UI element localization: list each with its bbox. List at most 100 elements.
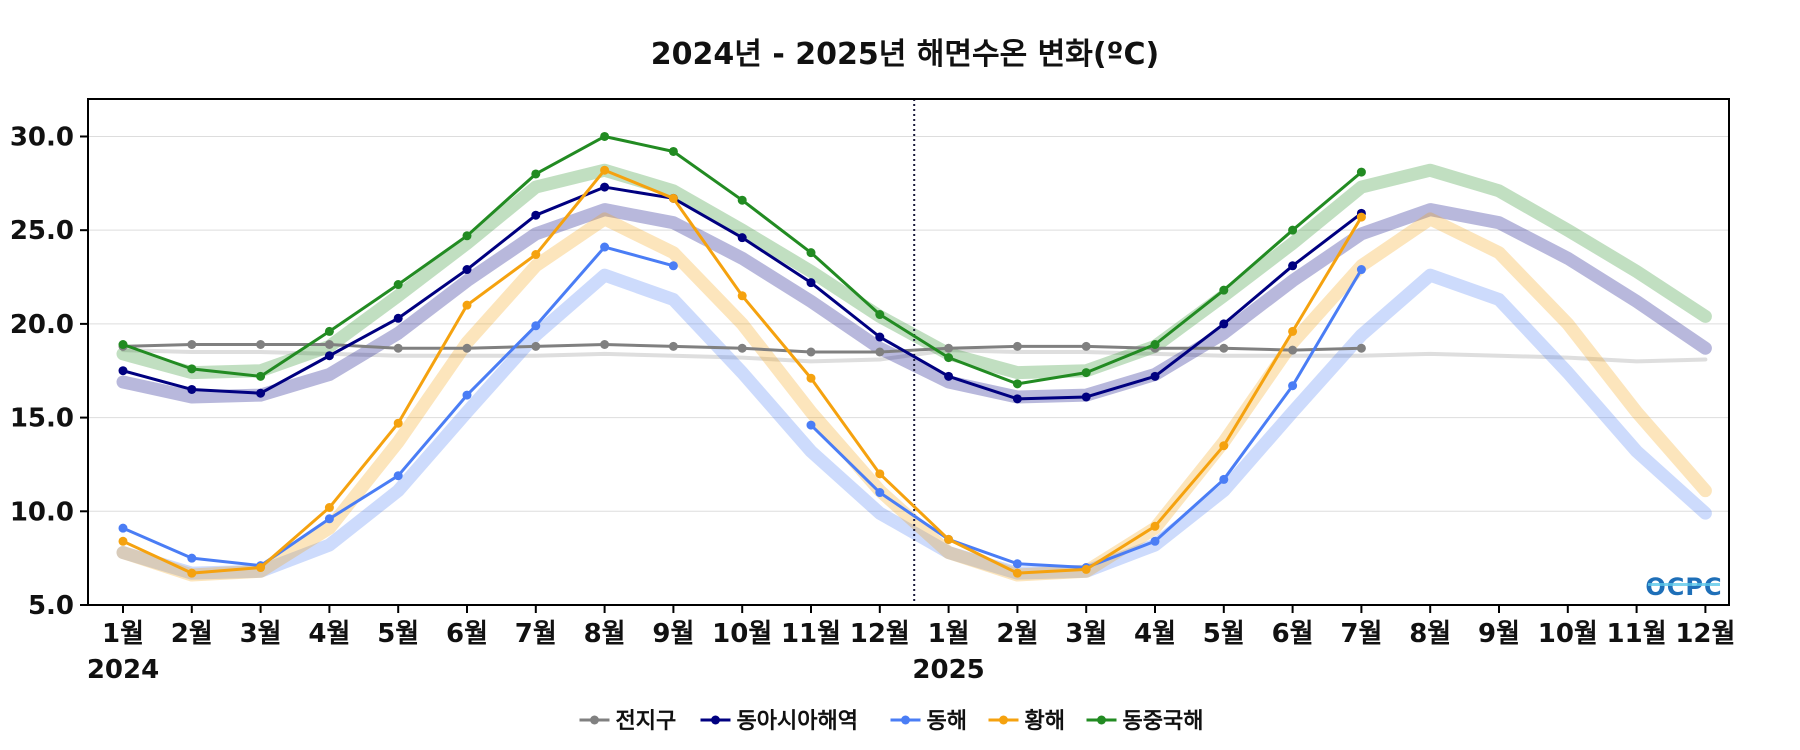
data-point [324,351,334,361]
data-point [737,195,747,205]
data-point [600,242,610,252]
data-point [462,390,472,400]
data-point [668,341,678,351]
x-tick-label: 11월 [781,619,841,649]
data-point [668,146,678,156]
y-tick-label: 30.0 [10,122,74,152]
data-point [324,503,334,513]
logo-wave [1648,583,1720,586]
data-point [944,371,954,381]
data-point [806,420,816,430]
x-tick-label: 9월 [1478,619,1520,649]
y-tick-label: 20.0 [10,310,74,340]
data-point [531,321,541,331]
data-point [187,364,197,374]
data-point [531,341,541,351]
data-point [600,131,610,141]
data-point [462,231,472,241]
data-point [256,563,266,573]
x-tick-label: 5월 [1203,619,1245,649]
x-tick-label: 6월 [446,619,488,649]
legend-item-황해: 황해 [988,709,1065,734]
x-tick-label: 9월 [652,619,694,649]
data-point [875,347,885,357]
data-point [1219,343,1229,353]
ocpc-logo: OCPC [1645,573,1722,601]
legend-label: 동아시아해역 [737,709,858,734]
data-point [393,471,403,481]
y-tick-label: 10.0 [10,497,74,527]
series-동중국해 [118,131,1366,389]
data-point [1081,368,1091,378]
legend-swatch-marker [590,715,599,725]
x-tick-label: 7월 [515,619,557,649]
data-point [1288,381,1298,391]
x-tick-label: 1월 [102,619,144,649]
climatology-band [116,268,1712,580]
data-point [531,169,541,179]
legend-swatch-marker [901,715,910,725]
data-point [1012,568,1022,578]
x-tick-label: 10월 [1538,619,1598,649]
legend-label: 동중국해 [1123,709,1204,734]
legend-swatch-marker [999,715,1008,725]
legend-item-동아시아해역: 동아시아해역 [700,709,858,734]
data-point [1150,340,1160,350]
data-point [737,291,747,301]
data-point [187,340,197,350]
data-point [806,278,816,288]
data-point [1356,343,1366,353]
data-point [531,210,541,220]
data-point [875,310,885,320]
data-point [600,340,610,350]
data-point [187,568,197,578]
x-tick-label: 1월 [928,619,970,649]
x-tick-label: 12월 [1675,619,1735,649]
series-lines [118,131,1366,578]
ocpc-logo-text: OCPC [1645,573,1722,601]
x-axis: 1월 2월 3월 4월 5월 6월 7월 8월 9월 10월 11월 12월 1월 2월 3월 4월 5월 6월 7… [87,605,1735,685]
legend-label: 동해 [927,709,967,734]
data-point [187,384,197,394]
data-point [462,300,472,310]
data-point [1288,261,1298,271]
year-label: 2024 [87,655,159,685]
year-label: 2025 [912,655,984,685]
data-point [1219,319,1229,329]
x-tick-label: 12월 [850,619,910,649]
legend-item-전지구: 전지구 [579,709,676,734]
x-tick-label: 6월 [1272,619,1314,649]
y-tick-label: 15.0 [10,404,74,434]
y-axis: 30.0 25.0 20.0 15.0 10.0 5.0 [10,122,88,621]
data-point [737,233,747,243]
data-point [324,326,334,336]
legend-item-동중국해: 동중국해 [1086,709,1204,734]
data-point [1081,564,1091,574]
data-point [806,248,816,258]
x-tick-label: 3월 [1065,619,1107,649]
data-point [944,343,954,353]
data-point [668,261,678,271]
x-tick-label: 4월 [1134,619,1176,649]
data-point [1219,441,1229,451]
data-point [875,469,885,479]
data-point [668,193,678,203]
data-point [462,265,472,275]
data-point [1081,341,1091,351]
data-point [1219,285,1229,295]
data-point [187,553,197,563]
data-point [462,343,472,353]
data-point [118,366,128,376]
data-point [1150,521,1160,531]
data-point [1356,265,1366,275]
x-tick-label: 8월 [1409,619,1451,649]
legend-swatch-marker [1097,715,1106,725]
data-point [1288,326,1298,336]
data-point [1356,167,1366,177]
data-point [1219,474,1229,484]
data-point [118,340,128,350]
legend-item-동해: 동해 [890,709,967,734]
y-tick-label: 25.0 [10,216,74,246]
data-point [1288,345,1298,355]
